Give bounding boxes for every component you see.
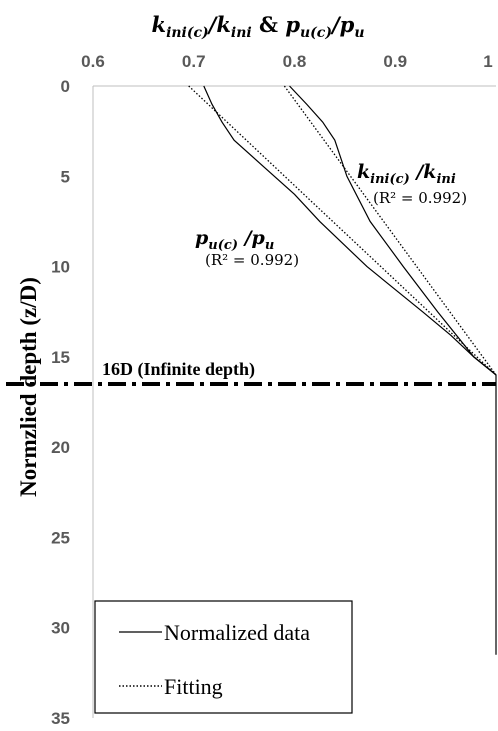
y-tick-label: 25 [51,528,70,547]
series-line-2 [203,85,497,376]
series-line-1 [283,85,497,376]
series-line-3 [188,85,497,376]
y-tick-label: 15 [51,348,70,367]
series-line-0 [289,85,497,376]
annotation-kini-r2: (R² = 0.992) [373,189,467,207]
annotation-pu: pu(c) /pu [195,227,274,253]
infinite-depth-label: 16D (Infinite depth) [102,359,255,380]
annotation-pu-r2: (R² = 0.992) [205,251,299,269]
y-tick-label: 0 [61,77,70,96]
y-tick-label: 5 [61,167,70,186]
y-tick-label: 35 [51,709,70,728]
x-tick-label: 0.9 [383,52,407,71]
series-lines [188,85,497,655]
y-axis-label: Normzlied depth (z/D) [16,277,41,497]
legend-normalized-label: Normalized data [164,620,310,645]
annotation-kini: kini(c) /kini [357,161,456,187]
y-tick-labels: 0 5 10 15 20 25 30 35 [51,77,70,728]
x-tick-labels: 0.6 0.7 0.8 0.9 1 [81,52,493,71]
x-tick-label: 0.8 [283,52,307,71]
legend-box [94,600,353,714]
y-tick-label: 10 [51,258,70,277]
y-tick-label: 20 [51,438,70,457]
x-tick-label: 1 [483,52,492,71]
legend-fitting-label: Fitting [164,674,223,699]
x-tick-label: 0.7 [182,52,206,71]
chart-title: kini(c)/kini & pu(c)/pu [152,12,365,41]
x-tick-label: 0.6 [81,52,105,71]
y-tick-label: 30 [51,619,70,638]
